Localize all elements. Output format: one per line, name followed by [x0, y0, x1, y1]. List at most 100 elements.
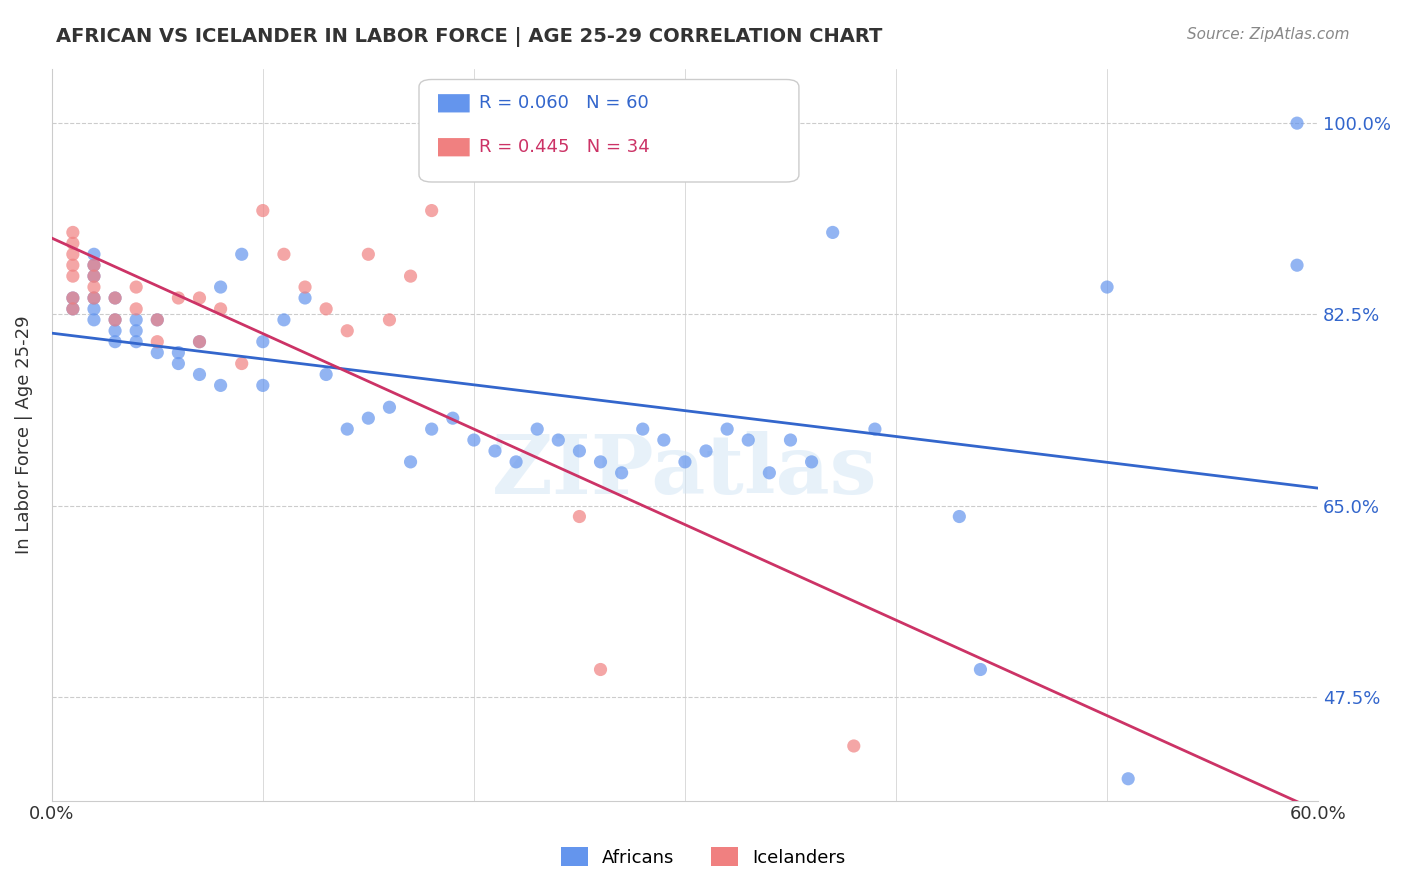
Icelanders [62, 226, 84, 240]
Icelanders [252, 203, 274, 218]
Africans [167, 345, 190, 359]
Icelanders [104, 313, 127, 327]
Africans [800, 455, 823, 469]
Icelanders [146, 313, 169, 327]
Icelanders [83, 291, 105, 305]
Africans [1285, 258, 1308, 272]
Africans [737, 433, 759, 447]
Africans [188, 334, 211, 349]
Africans [463, 433, 485, 447]
Icelanders [104, 291, 127, 305]
Africans [1285, 116, 1308, 130]
Africans [1116, 772, 1139, 786]
Africans [505, 455, 527, 469]
Text: Source: ZipAtlas.com: Source: ZipAtlas.com [1187, 27, 1350, 42]
Africans [104, 291, 127, 305]
Africans [104, 334, 127, 349]
Africans [83, 313, 105, 327]
Africans [83, 301, 105, 316]
Africans [146, 313, 169, 327]
Africans [969, 663, 991, 677]
Africans [399, 455, 422, 469]
Africans [378, 401, 401, 415]
Icelanders [399, 269, 422, 284]
Africans [252, 334, 274, 349]
Icelanders [378, 313, 401, 327]
Text: ZIPatlas: ZIPatlas [492, 431, 877, 511]
Africans [62, 291, 84, 305]
Africans [83, 258, 105, 272]
Africans [83, 247, 105, 261]
Africans [146, 345, 169, 359]
Africans [568, 444, 591, 458]
Africans [652, 433, 675, 447]
Africans [1095, 280, 1118, 294]
Icelanders [62, 301, 84, 316]
Africans [209, 280, 232, 294]
Icelanders [146, 334, 169, 349]
FancyBboxPatch shape [439, 95, 470, 112]
Icelanders [209, 301, 232, 316]
Icelanders [167, 291, 190, 305]
Africans [821, 226, 844, 240]
Africans [716, 422, 738, 436]
Icelanders [273, 247, 295, 261]
Icelanders [231, 357, 253, 371]
Text: R = 0.060   N = 60: R = 0.060 N = 60 [439, 109, 607, 127]
Africans [83, 291, 105, 305]
Africans [441, 411, 464, 425]
Africans [209, 378, 232, 392]
Africans [104, 313, 127, 327]
Icelanders [62, 269, 84, 284]
Africans [83, 269, 105, 284]
Africans [188, 368, 211, 382]
Icelanders [568, 509, 591, 524]
Africans [779, 433, 801, 447]
Africans [252, 378, 274, 392]
Africans [336, 422, 359, 436]
Text: R = 0.445   N = 34: R = 0.445 N = 34 [439, 156, 609, 174]
Africans [610, 466, 633, 480]
Africans [526, 422, 548, 436]
Africans [484, 444, 506, 458]
Africans [758, 466, 780, 480]
Africans [673, 455, 696, 469]
Legend: Africans, Icelanders: Africans, Icelanders [554, 840, 852, 874]
Icelanders [62, 247, 84, 261]
Africans [863, 422, 886, 436]
Icelanders [294, 280, 316, 294]
Icelanders [357, 247, 380, 261]
Icelanders [83, 280, 105, 294]
FancyBboxPatch shape [439, 138, 470, 156]
Icelanders [420, 203, 443, 218]
Icelanders [188, 334, 211, 349]
Africans [547, 433, 569, 447]
Africans [62, 301, 84, 316]
Text: AFRICAN VS ICELANDER IN LABOR FORCE | AGE 25-29 CORRELATION CHART: AFRICAN VS ICELANDER IN LABOR FORCE | AG… [56, 27, 883, 46]
Icelanders [125, 301, 148, 316]
Africans [948, 509, 970, 524]
Icelanders [315, 301, 337, 316]
FancyBboxPatch shape [419, 79, 799, 182]
Icelanders [336, 324, 359, 338]
Africans [125, 324, 148, 338]
Africans [294, 291, 316, 305]
Africans [631, 422, 654, 436]
Africans [273, 313, 295, 327]
Africans [125, 313, 148, 327]
Africans [104, 324, 127, 338]
Icelanders [62, 236, 84, 251]
Africans [167, 357, 190, 371]
Icelanders [62, 258, 84, 272]
Y-axis label: In Labor Force | Age 25-29: In Labor Force | Age 25-29 [15, 315, 32, 554]
Icelanders [125, 280, 148, 294]
Text: R = 0.060   N = 60: R = 0.060 N = 60 [478, 95, 648, 112]
Africans [589, 455, 612, 469]
Africans [420, 422, 443, 436]
Icelanders [83, 269, 105, 284]
Icelanders [188, 291, 211, 305]
Icelanders [62, 291, 84, 305]
Africans [125, 334, 148, 349]
Icelanders [589, 663, 612, 677]
Icelanders [83, 258, 105, 272]
